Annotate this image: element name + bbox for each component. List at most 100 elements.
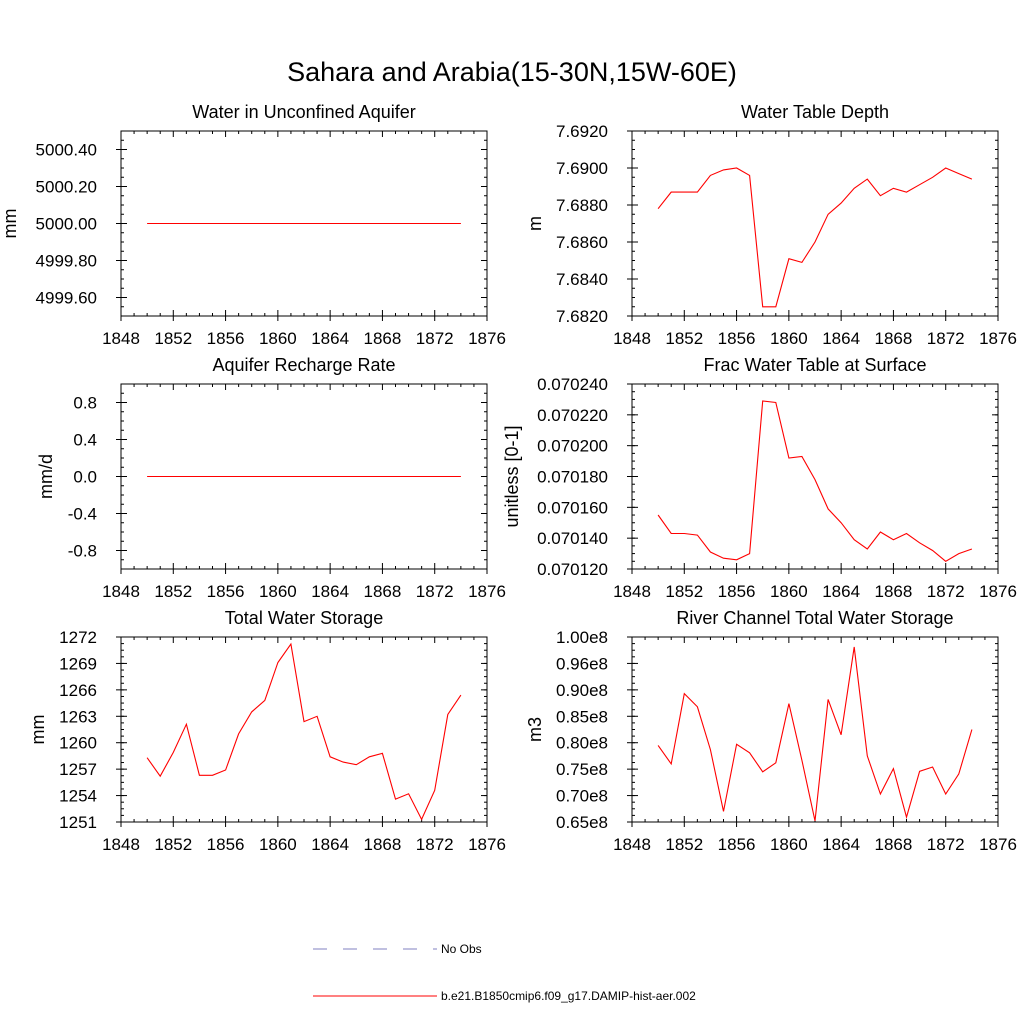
x-tick-label: 1868 — [875, 329, 913, 348]
x-tick-label: 1860 — [770, 329, 808, 348]
x-tick-label: 1848 — [102, 582, 140, 601]
x-tick-label: 1876 — [979, 582, 1017, 601]
x-tick-label: 1868 — [875, 835, 913, 854]
x-tick-label: 1860 — [770, 582, 808, 601]
x-tick-label: 1876 — [979, 835, 1017, 854]
legend-label-no-obs: No Obs — [441, 942, 482, 956]
y-tick-label: 7.6840 — [556, 270, 608, 289]
y-tick-label: 0.65e8 — [556, 813, 608, 832]
x-tick-label: 1860 — [259, 582, 297, 601]
x-tick-label: 1876 — [979, 329, 1017, 348]
y-tick-label: 7.6820 — [556, 307, 608, 326]
x-tick-label: 1852 — [154, 582, 192, 601]
x-tick-label: 1876 — [468, 329, 506, 348]
x-tick-label: 1856 — [207, 582, 245, 601]
y-tick-label: 1254 — [59, 787, 97, 806]
x-tick-label: 1872 — [927, 329, 965, 348]
panel-water-table-depth: Water Table Depth 1848 1852 1856 1860 1864 186… — [525, 102, 1017, 348]
y-tick-label: 5000.00 — [36, 215, 97, 234]
y-tick-label: 7.6860 — [556, 233, 608, 252]
y-tick-label: 5000.20 — [36, 178, 97, 197]
y-tick-label: 0.070220 — [537, 406, 608, 425]
plot-frame — [120, 636, 488, 823]
series-line-frac-water-table-at-surface — [657, 400, 973, 562]
y-tick-label: 7.6920 — [556, 122, 608, 141]
x-tick-label: 1856 — [207, 835, 245, 854]
plot-frame — [631, 636, 999, 823]
y-tick-label: 0.070120 — [537, 560, 608, 579]
panels: Water in Unconfined Aquifer 1848 1852 1856 1… — [0, 102, 1017, 854]
x-tick-label: 1864 — [822, 329, 860, 348]
y-tick-label: 0.070240 — [537, 375, 608, 394]
x-tick-label: 1856 — [718, 835, 756, 854]
y-tick-label: 1263 — [59, 707, 97, 726]
y-tick-label: 1266 — [59, 681, 97, 700]
y-axis-label: mm — [0, 209, 20, 239]
x-tick-label: 1864 — [311, 582, 349, 601]
x-tick-label: 1852 — [154, 835, 192, 854]
panel-river-channel-total-water-storage: River Channel Total Water Storage 1848 185… — [525, 608, 1017, 854]
panel-title: Total Water Storage — [225, 608, 383, 628]
y-axis-label: m — [525, 216, 545, 231]
x-tick-label: 1860 — [770, 835, 808, 854]
y-tick-label: 5000.40 — [36, 141, 97, 160]
x-tick-label: 1868 — [364, 582, 402, 601]
panel-frac-water-table-at-surface: Frac Water Table at Surface 1848 1852 1856 1… — [502, 355, 1017, 601]
x-tick-label: 1860 — [259, 329, 297, 348]
y-tick-label: 0.8 — [73, 394, 97, 413]
panel-total-water-storage: Total Water Storage 1848 1852 1856 1860 1864 1… — [28, 608, 506, 854]
y-tick-label: -0.4 — [68, 505, 97, 524]
figure-title: Sahara and Arabia(15-30N,15W-60E) — [287, 57, 737, 87]
panel-aquifer-recharge-rate: Aquifer Recharge Rate 1848 1852 1856 1860 186… — [36, 355, 506, 601]
panel-title: Frac Water Table at Surface — [703, 355, 926, 375]
y-tick-label: 0.0 — [73, 468, 97, 487]
plot-frame — [631, 383, 999, 570]
x-tick-label: 1852 — [665, 582, 703, 601]
x-tick-label: 1864 — [822, 835, 860, 854]
y-axis-label: m3 — [525, 717, 545, 742]
series-line-river-channel-total-water-storage — [657, 646, 973, 822]
y-tick-label: 0.070160 — [537, 498, 608, 517]
x-tick-label: 1848 — [613, 329, 651, 348]
x-tick-label: 1876 — [468, 835, 506, 854]
y-tick-label: 0.90e8 — [556, 681, 608, 700]
x-tick-label: 1872 — [927, 582, 965, 601]
y-tick-label: 0.75e8 — [556, 760, 608, 779]
y-axis-label: unitless [0-1] — [502, 425, 522, 527]
y-tick-label: 1260 — [59, 734, 97, 753]
series-line-water-table-depth — [657, 167, 973, 308]
x-tick-label: 1868 — [875, 582, 913, 601]
y-tick-label: 0.85e8 — [556, 707, 608, 726]
y-tick-label: -0.8 — [68, 542, 97, 561]
y-tick-label: 7.6880 — [556, 196, 608, 215]
y-axis-label: mm/d — [36, 454, 56, 499]
x-tick-label: 1864 — [822, 582, 860, 601]
x-tick-label: 1860 — [259, 835, 297, 854]
x-tick-label: 1856 — [718, 582, 756, 601]
y-tick-label: 4999.80 — [36, 252, 97, 271]
x-tick-label: 1848 — [613, 582, 651, 601]
panel-title: Water in Unconfined Aquifer — [192, 102, 415, 122]
y-tick-label: 1257 — [59, 760, 97, 779]
y-axis-label: mm — [28, 715, 48, 745]
x-tick-label: 1856 — [207, 329, 245, 348]
legend: No Obs b.e21.B1850cmip6.f09_g17.DAMIP-hi… — [313, 942, 696, 1003]
y-tick-label: 0.070180 — [537, 468, 608, 487]
x-tick-label: 1868 — [364, 835, 402, 854]
x-tick-label: 1876 — [468, 582, 506, 601]
y-tick-label: 1272 — [59, 628, 97, 647]
x-tick-label: 1864 — [311, 835, 349, 854]
x-tick-label: 1872 — [416, 835, 454, 854]
panel-water-in-unconfined-aquifer: Water in Unconfined Aquifer 1848 1852 1856 1… — [0, 102, 506, 348]
x-tick-label: 1848 — [613, 835, 651, 854]
y-tick-label: 4999.60 — [36, 289, 97, 308]
y-tick-label: 0.70e8 — [556, 787, 608, 806]
x-tick-label: 1852 — [665, 835, 703, 854]
x-tick-label: 1848 — [102, 835, 140, 854]
panel-title: River Channel Total Water Storage — [676, 608, 953, 628]
y-tick-label: 7.6900 — [556, 159, 608, 178]
x-tick-label: 1872 — [416, 329, 454, 348]
x-tick-label: 1856 — [718, 329, 756, 348]
y-tick-label: 0.96e8 — [556, 654, 608, 673]
